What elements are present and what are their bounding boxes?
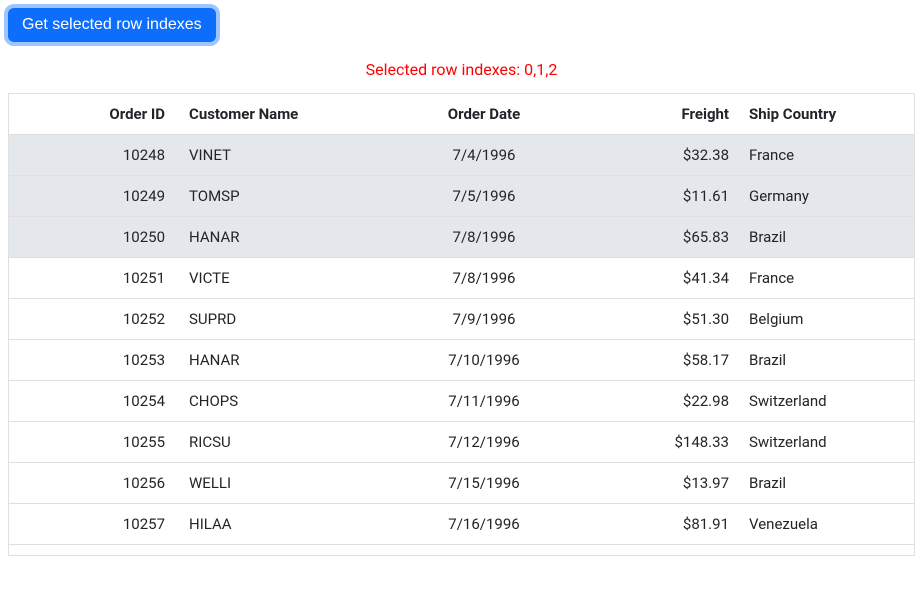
- cell-freight: $22.98: [599, 381, 739, 421]
- cell-order_id: 10252: [9, 299, 179, 339]
- cell-freight: $11.61: [599, 176, 739, 216]
- cell-order_date: 7/16/1996: [369, 504, 599, 544]
- cell-freight: $81.91: [599, 504, 739, 544]
- table-row[interactable]: 10248VINET7/4/1996$32.38France: [9, 135, 914, 176]
- cell-customer: HANAR: [179, 340, 369, 380]
- table-row[interactable]: 10253HANAR7/10/1996$58.17Brazil: [9, 340, 914, 381]
- table-row[interactable]: 10252SUPRD7/9/1996$51.30Belgium: [9, 299, 914, 340]
- cell-order_id: 10251: [9, 258, 179, 298]
- cell-customer: RICSU: [179, 422, 369, 462]
- cell-freight: $58.17: [599, 340, 739, 380]
- cell-ship_country: France: [739, 258, 914, 298]
- cell-customer: CHOPS: [179, 381, 369, 421]
- table-row[interactable]: 10255RICSU7/12/1996$148.33Switzerland: [9, 422, 914, 463]
- status-prefix: Selected row indexes:: [366, 60, 524, 79]
- table-row[interactable]: 10250HANAR7/8/1996$65.83Brazil: [9, 217, 914, 258]
- cell-ship_country: Switzerland: [739, 422, 914, 462]
- cell-order_date: 7/15/1996: [369, 463, 599, 503]
- cell-ship_country: Germany: [739, 176, 914, 216]
- cell-order_date: 7/5/1996: [369, 176, 599, 216]
- cell-customer: HILAA: [179, 504, 369, 544]
- cell-order_date: 7/4/1996: [369, 135, 599, 175]
- cell-order_date: 7/8/1996: [369, 217, 599, 257]
- grid-header-row: Order IDCustomer NameOrder DateFreightSh…: [9, 94, 914, 135]
- cell-order_id: 10248: [9, 135, 179, 175]
- column-header-customer[interactable]: Customer Name: [179, 94, 369, 134]
- column-header-order_id[interactable]: Order ID: [9, 94, 179, 134]
- cell-freight: $148.33: [599, 422, 739, 462]
- cell-ship_country: Switzerland: [739, 381, 914, 421]
- table-row[interactable]: 10254CHOPS7/11/1996$22.98Switzerland: [9, 381, 914, 422]
- cell-freight: $32.38: [599, 135, 739, 175]
- cell-order_id: 10257: [9, 504, 179, 544]
- cell-customer: SUPRD: [179, 299, 369, 339]
- cell-freight: $65.83: [599, 217, 739, 257]
- cell-order_id: 10253: [9, 340, 179, 380]
- column-header-ship_country[interactable]: Ship Country: [739, 94, 897, 134]
- cell-customer: VICTE: [179, 258, 369, 298]
- get-selected-rows-button[interactable]: Get selected row indexes: [8, 8, 216, 42]
- cell-freight: $51.30: [599, 299, 739, 339]
- column-header-freight[interactable]: Freight: [599, 94, 739, 134]
- cell-order_date: 7/12/1996: [369, 422, 599, 462]
- table-row[interactable]: 10249TOMSP7/5/1996$11.61Germany: [9, 176, 914, 217]
- cell-order_id: 10254: [9, 381, 179, 421]
- orders-grid: Order IDCustomer NameOrder DateFreightSh…: [8, 93, 915, 556]
- cell-ship_country: Brazil: [739, 463, 914, 503]
- cell-order_id: 10255: [9, 422, 179, 462]
- table-row[interactable]: 10257HILAA7/16/1996$81.91Venezuela: [9, 504, 914, 545]
- cell-ship_country: Brazil: [739, 217, 914, 257]
- cell-order_date: 7/11/1996: [369, 381, 599, 421]
- selected-indexes-message: Selected row indexes: 0,1,2: [8, 60, 915, 79]
- cell-customer: HANAR: [179, 217, 369, 257]
- column-header-order_date[interactable]: Order Date: [369, 94, 599, 134]
- table-row[interactable]: 10256WELLI7/15/1996$13.97Brazil: [9, 463, 914, 504]
- cell-order_id: 10250: [9, 217, 179, 257]
- cell-ship_country: Venezuela: [739, 504, 914, 544]
- cell-order_date: 7/9/1996: [369, 299, 599, 339]
- cell-customer: TOMSP: [179, 176, 369, 216]
- cell-order_date: 7/8/1996: [369, 258, 599, 298]
- cell-order_date: 7/10/1996: [369, 340, 599, 380]
- cell-freight: $13.97: [599, 463, 739, 503]
- cell-freight: $41.34: [599, 258, 739, 298]
- status-indexes: 0,1,2: [524, 60, 557, 79]
- cell-ship_country: Brazil: [739, 340, 914, 380]
- cell-order_id: 10256: [9, 463, 179, 503]
- cell-ship_country: Belgium: [739, 299, 914, 339]
- table-row[interactable]: 10251VICTE7/8/1996$41.34France: [9, 258, 914, 299]
- cell-ship_country: France: [739, 135, 914, 175]
- grid-body[interactable]: 10248VINET7/4/1996$32.38France10249TOMSP…: [9, 135, 914, 555]
- cell-customer: WELLI: [179, 463, 369, 503]
- cell-order_id: 10249: [9, 176, 179, 216]
- cell-customer: VINET: [179, 135, 369, 175]
